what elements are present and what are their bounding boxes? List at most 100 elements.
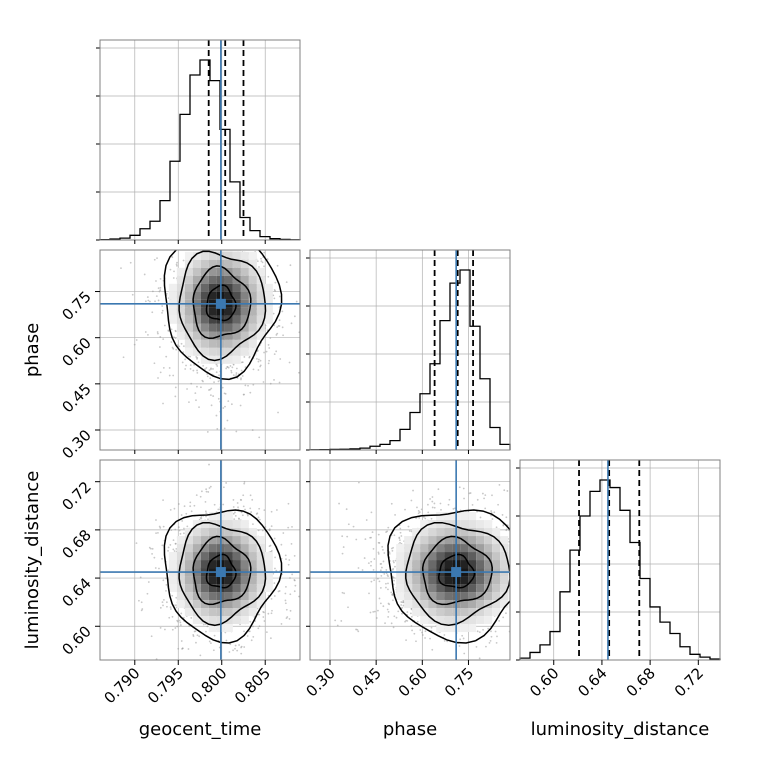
hist-panel-luminosity_distance (516, 459, 721, 661)
x-tick-label: 0.72 (671, 664, 707, 700)
sample-point (240, 511, 243, 514)
density-cell (492, 600, 501, 609)
density-cell (200, 616, 209, 625)
sample-point (259, 365, 262, 368)
sample-point (503, 489, 506, 492)
density-cell (248, 600, 257, 609)
sample-point (169, 508, 172, 511)
sample-point (410, 530, 413, 533)
sample-point (206, 375, 209, 378)
truth-marker (215, 567, 226, 578)
sample-point (181, 361, 184, 364)
sample-point (439, 502, 442, 505)
density-cell (396, 560, 405, 569)
sample-point (387, 575, 389, 578)
sample-point (179, 245, 181, 247)
sample-point (273, 537, 276, 540)
density-cell (184, 560, 193, 569)
sample-point (169, 606, 172, 609)
density-cell (208, 592, 217, 601)
sample-point (285, 608, 288, 611)
density-cell (224, 560, 233, 569)
density-cell (240, 259, 249, 268)
density-cell (192, 251, 201, 260)
density-cell (428, 584, 437, 593)
sample-point (158, 525, 161, 528)
density-cell (208, 331, 217, 340)
sample-point (278, 590, 281, 592)
density-cell (460, 624, 469, 633)
density-cell (192, 259, 201, 268)
sample-point (385, 531, 388, 533)
sample-point (471, 503, 474, 506)
sample-point (347, 606, 349, 609)
sample-point (490, 635, 493, 638)
sample-point (257, 516, 260, 519)
sample-point (386, 608, 389, 611)
density-cell (240, 616, 249, 625)
sample-point (264, 526, 267, 528)
sample-point (159, 286, 162, 289)
sample-point (269, 382, 272, 385)
density-cell (484, 520, 493, 529)
density-cell (224, 283, 233, 292)
sample-point (151, 290, 154, 293)
sample-point (268, 528, 271, 531)
density-cell (184, 528, 193, 537)
density-cell (248, 584, 257, 593)
sample-point (183, 532, 185, 535)
density-cell (176, 267, 185, 276)
sample-point (268, 529, 271, 532)
sample-point (415, 517, 418, 520)
sample-point (186, 525, 189, 528)
density-cell (468, 624, 477, 633)
density-cell (248, 251, 257, 260)
sample-point (257, 529, 260, 532)
density-cell (224, 307, 233, 316)
density-cell (420, 584, 429, 593)
sample-point (158, 567, 160, 570)
sample-point (266, 258, 269, 261)
sample-point (180, 342, 183, 345)
sample-point (293, 590, 296, 593)
density-cell (192, 339, 201, 348)
sample-point (175, 548, 178, 550)
sample-point (280, 543, 283, 546)
sample-point (208, 369, 211, 372)
density-cell (412, 576, 421, 585)
sample-point (181, 647, 184, 650)
sample-point (357, 630, 360, 633)
density-cell (208, 560, 217, 569)
sample-point (398, 539, 401, 541)
sample-point (210, 387, 213, 390)
sample-point (417, 509, 420, 512)
density-cell (208, 323, 217, 332)
sample-point (174, 330, 177, 333)
sample-point (218, 374, 220, 377)
sample-point (249, 494, 252, 497)
sample-point (172, 539, 175, 542)
sample-point (505, 612, 507, 615)
sample-point (239, 245, 241, 247)
sample-point (491, 494, 493, 497)
sample-point (381, 545, 384, 548)
sample-point (225, 639, 228, 642)
sample-point (490, 630, 492, 633)
density-cell (176, 576, 185, 585)
density-cell (412, 584, 421, 593)
sample-point (174, 627, 177, 629)
density-layer (100, 460, 300, 660)
sample-point (270, 597, 273, 600)
density-cell (420, 520, 429, 529)
sample-point (506, 490, 509, 492)
sample-point (186, 388, 188, 390)
sample-point (291, 525, 293, 528)
sample-point (247, 384, 249, 387)
sample-point (230, 403, 233, 406)
density-cell (208, 283, 217, 292)
sample-point (162, 499, 164, 502)
sample-point (342, 546, 345, 548)
sample-point (496, 635, 498, 638)
sample-point (232, 499, 235, 501)
sample-point (273, 595, 276, 597)
